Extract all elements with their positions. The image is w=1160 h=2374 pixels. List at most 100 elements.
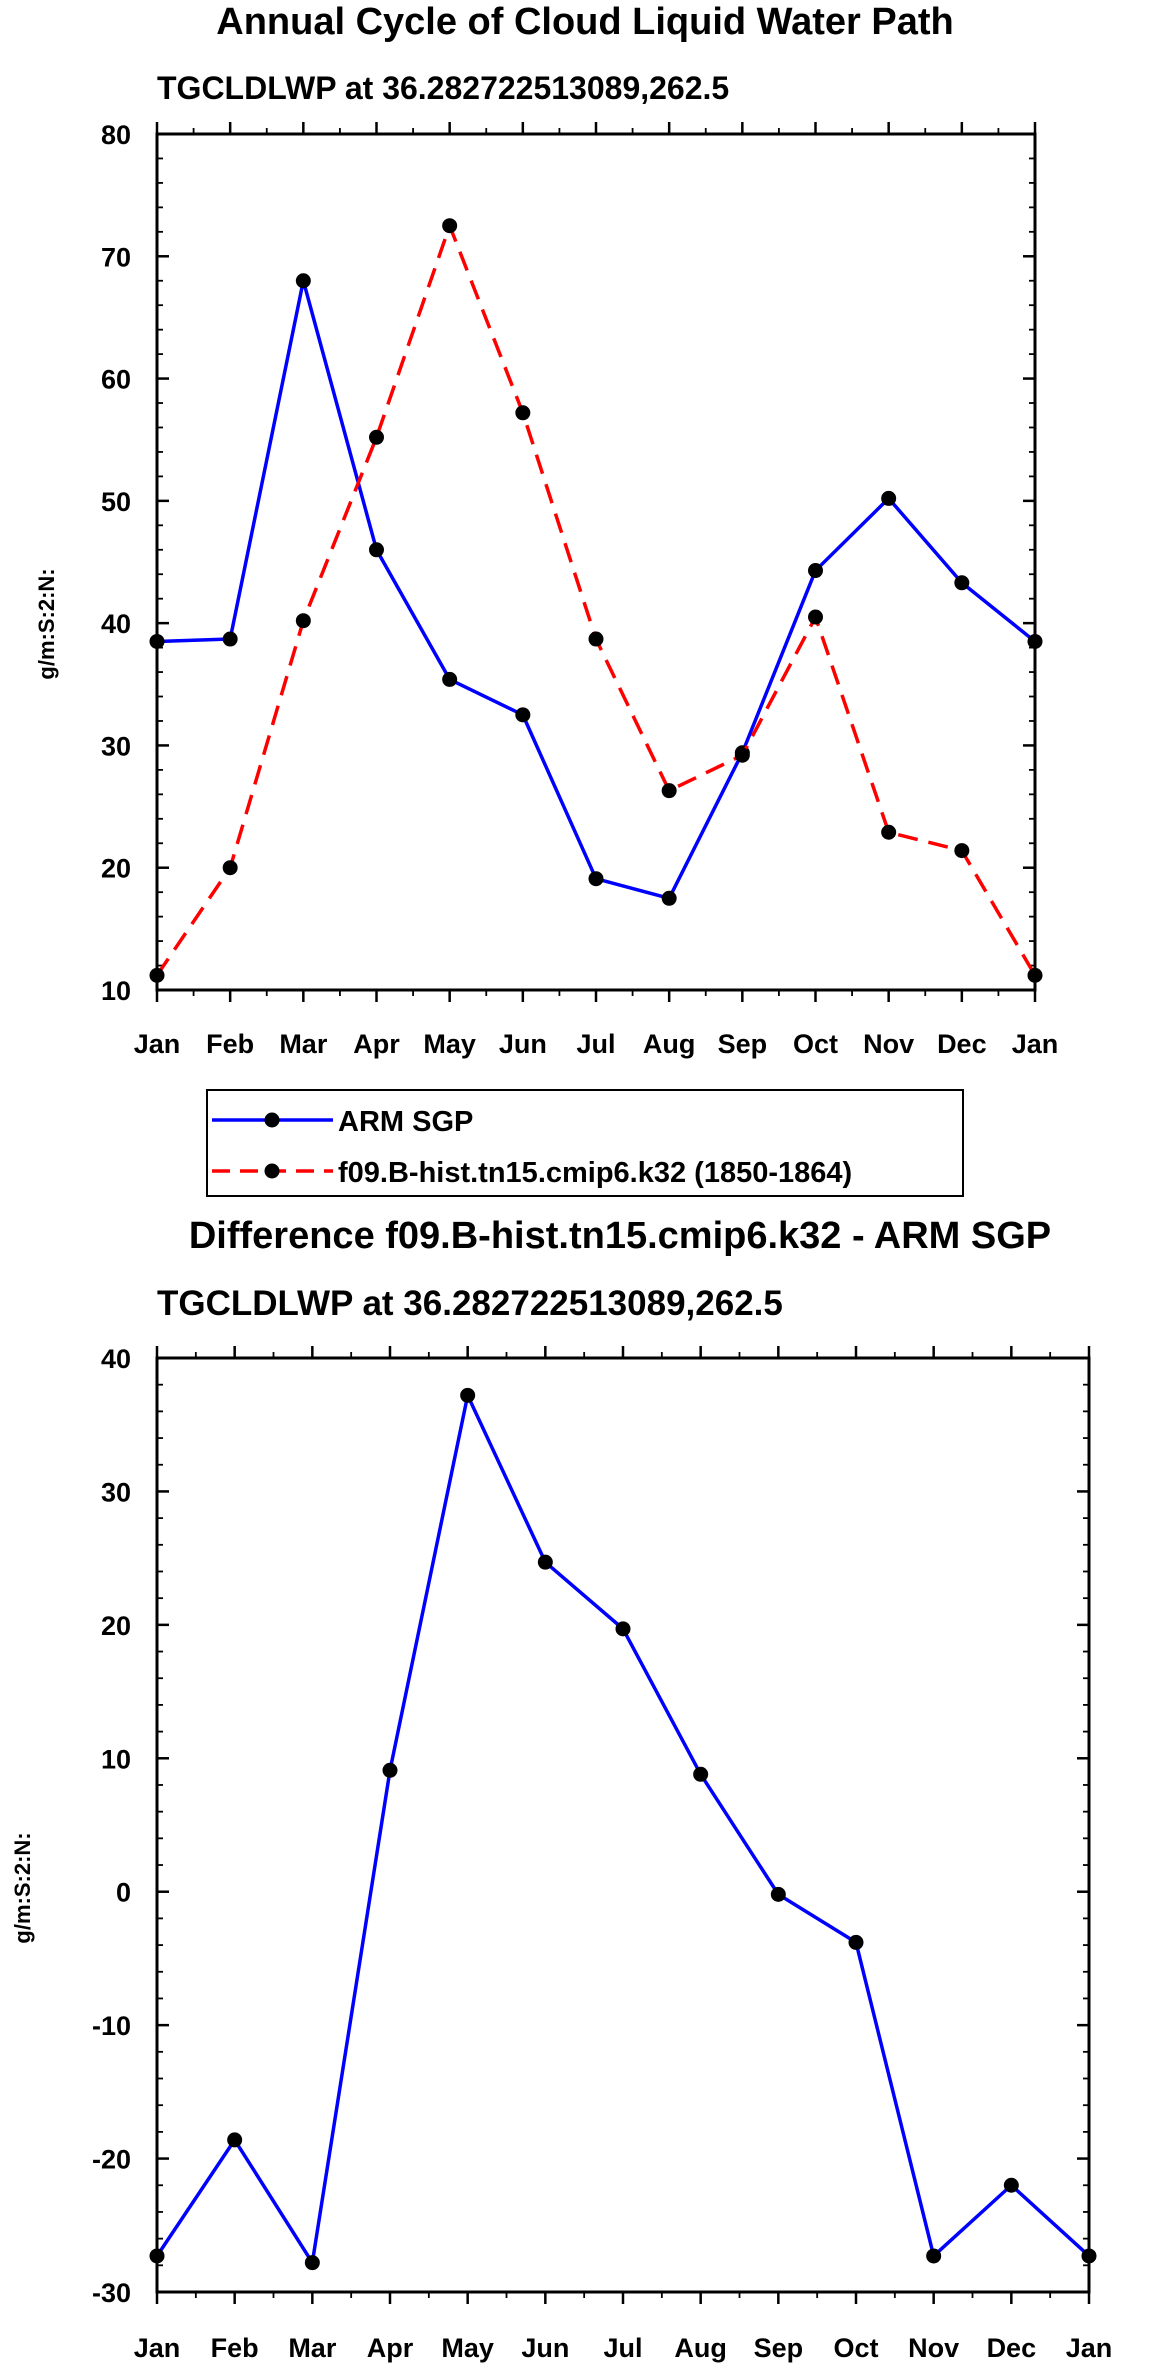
chart-2-y-tick-labels: 40 30 20 10 0 -10 -20 -30: [92, 1344, 131, 2308]
chart-1-data-point: [295, 273, 311, 289]
chart-1-data-point: [442, 218, 458, 234]
chart-1-data-point: [881, 824, 897, 840]
chart-2-ticks: [155, 1346, 1091, 2304]
chart-1-y-tick-label: 20: [101, 854, 131, 884]
chart-2-data-point: [1081, 2248, 1097, 2264]
chart-2-x-tick-label: Oct: [833, 2333, 878, 2363]
chart-2-data-point: [382, 1762, 398, 1778]
chart-2-x-tick-label: Jan: [134, 2333, 181, 2363]
chart-2-x-tick-label: Sep: [754, 2333, 804, 2363]
chart-2-series-line-1: [155, 1393, 1091, 2265]
chart-2-data-point: [537, 1554, 553, 1570]
chart-1-data-point: [1027, 633, 1043, 649]
chart-1-data-point: [808, 609, 823, 625]
chart-1-legend-box: [206, 1089, 964, 1197]
chart-1-y-tick-label: 60: [101, 365, 131, 395]
chart-2-x-tick-label: Aug: [674, 2333, 726, 2363]
chart-2-data-point: [926, 2248, 942, 2264]
chart-1-y-tick-label: 80: [101, 120, 131, 150]
chart-2-data-point: [770, 1886, 786, 1902]
chart-2-x-tick-label: Jul: [603, 2333, 642, 2363]
chart-1-x-tick-labels: Jan Feb Mar Apr May Jun Jul Aug Sep Oct …: [134, 1029, 1059, 1059]
chart-2-data-point: [693, 1766, 709, 1782]
chart-1-x-tick-label: Nov: [863, 1029, 914, 1059]
legend-marker-model: [264, 1163, 280, 1179]
chart-1-data-point: [369, 429, 384, 445]
chart-2-data-point: [149, 2248, 165, 2264]
chart-1-x-tick-label: Oct: [793, 1029, 838, 1059]
chart-2-x-tick-label: Jan: [1066, 2333, 1113, 2363]
chart-2-x-tick-label: Jun: [521, 2333, 569, 2363]
chart-1-x-tick-label: Jun: [499, 1029, 547, 1059]
chart-1-data-point: [588, 871, 604, 887]
chart-1-data-point: [661, 783, 677, 799]
chart-2-y-tick-label: 20: [101, 1611, 131, 1641]
chart-1-x-tick-label: Sep: [718, 1029, 768, 1059]
chart-1-data-point: [881, 490, 897, 506]
chart-2-title: Difference f09.B-hist.tn15.cmip6.k32 - A…: [189, 1215, 1051, 1257]
chart-1-data-point: [808, 563, 823, 579]
chart-1-x-tick-label: Jan: [134, 1029, 181, 1059]
chart-1-data-point: [734, 747, 750, 763]
chart-1-data-point: [442, 671, 458, 687]
chart-1-data-point: [954, 575, 970, 591]
chart-2-y-tick-label: 40: [101, 1344, 131, 1374]
chart-1-data-point: [295, 613, 311, 629]
chart-1-x-tick-label: Dec: [937, 1029, 987, 1059]
chart-2-x-tick-labels: Jan Feb Mar Apr May Jun Jul Aug Sep Oct …: [134, 2333, 1113, 2363]
chart-2-data-point: [304, 2255, 320, 2271]
chart-1-x-tick-label: Jan: [1012, 1029, 1059, 1059]
chart-1-x-tick-label: Jul: [576, 1029, 615, 1059]
chart-1-data-point: [222, 860, 238, 876]
chart-1-y-tick-label: 40: [101, 609, 131, 639]
chart-2-data-point: [615, 1621, 631, 1637]
chart-2-y-tick-label: -20: [92, 2145, 131, 2175]
chart-1-data-point: [515, 707, 531, 723]
chart-2-y-tick-label: -30: [92, 2278, 131, 2308]
chart-1-data-point: [369, 542, 384, 558]
chart-1-x-tick-label: May: [423, 1029, 476, 1059]
chart-1-x-tick-label: Feb: [206, 1029, 254, 1059]
chart-1-y-tick-label: 70: [101, 242, 131, 272]
chart-1-plot-frame: [155, 132, 1037, 992]
chart-1: Annual Cycle of Cloud Liquid Water Path …: [34, 1, 1059, 1197]
chart-1-y-tick-label: 50: [101, 487, 131, 517]
chart-1-ticks: [155, 122, 1037, 1002]
chart-2-x-tick-label: Nov: [908, 2333, 959, 2363]
chart-2-data-point: [460, 1387, 476, 1403]
chart-2-y-tick-label: -10: [92, 2011, 131, 2041]
chart-2-x-tick-label: Feb: [211, 2333, 259, 2363]
chart-2-plot-frame: [155, 1356, 1091, 2294]
chart-2: Difference f09.B-hist.tn15.cmip6.k32 - A…: [10, 1215, 1112, 2363]
chart-1-y-axis-label: g/m:S:2:N:: [34, 568, 59, 679]
chart-2-y-tick-label: 30: [101, 1477, 131, 1507]
legend-label-arm-sgp: ARM SGP: [338, 1106, 473, 1138]
chart-2-data-point: [227, 2132, 243, 2148]
chart-2-x-tick-label: Mar: [288, 2333, 337, 2363]
chart-2-x-tick-label: Dec: [987, 2333, 1037, 2363]
legend-marker-arm-sgp: [264, 1112, 280, 1128]
chart-1-data-point: [954, 843, 970, 859]
chart-1-data-point: [1027, 967, 1043, 983]
chart-1-series-line-1: [156, 278, 1037, 901]
chart-1-y-tick-labels: 80 70 60 50 40 30 20 10: [101, 120, 131, 1006]
chart-2-series: [149, 1387, 1097, 2271]
chart-1-x-tick-label: Aug: [643, 1029, 695, 1059]
chart-1-data-point: [222, 631, 238, 647]
chart-1-subtitle: TGCLDLWP at 36.282722513089,262.5: [157, 70, 729, 106]
chart-2-y-tick-label: 10: [101, 1744, 131, 1774]
chart-1-title: Annual Cycle of Cloud Liquid Water Path: [216, 1, 954, 43]
chart-1-y-tick-label: 30: [101, 731, 131, 761]
chart-1-y-tick-label: 10: [101, 976, 131, 1006]
chart-1-data-point: [515, 405, 531, 421]
chart-2-data-point: [1003, 2177, 1019, 2193]
chart-2-y-tick-label: 0: [116, 1878, 131, 1908]
chart-1-series-line-2: [155, 223, 1037, 977]
chart-1-legend: ARM SGP f09.B-hist.tn15.cmip6.k32 (1850-…: [206, 1089, 964, 1197]
chart-1-data-point: [149, 633, 165, 649]
chart-1-data-point: [149, 967, 165, 983]
legend-label-model: f09.B-hist.tn15.cmip6.k32 (1850-1864): [338, 1157, 852, 1189]
chart-2-subtitle: TGCLDLWP at 36.282722513089,262.5: [157, 1284, 783, 1323]
chart-2-y-axis-label: g/m:S:2:N:: [10, 1832, 35, 1943]
